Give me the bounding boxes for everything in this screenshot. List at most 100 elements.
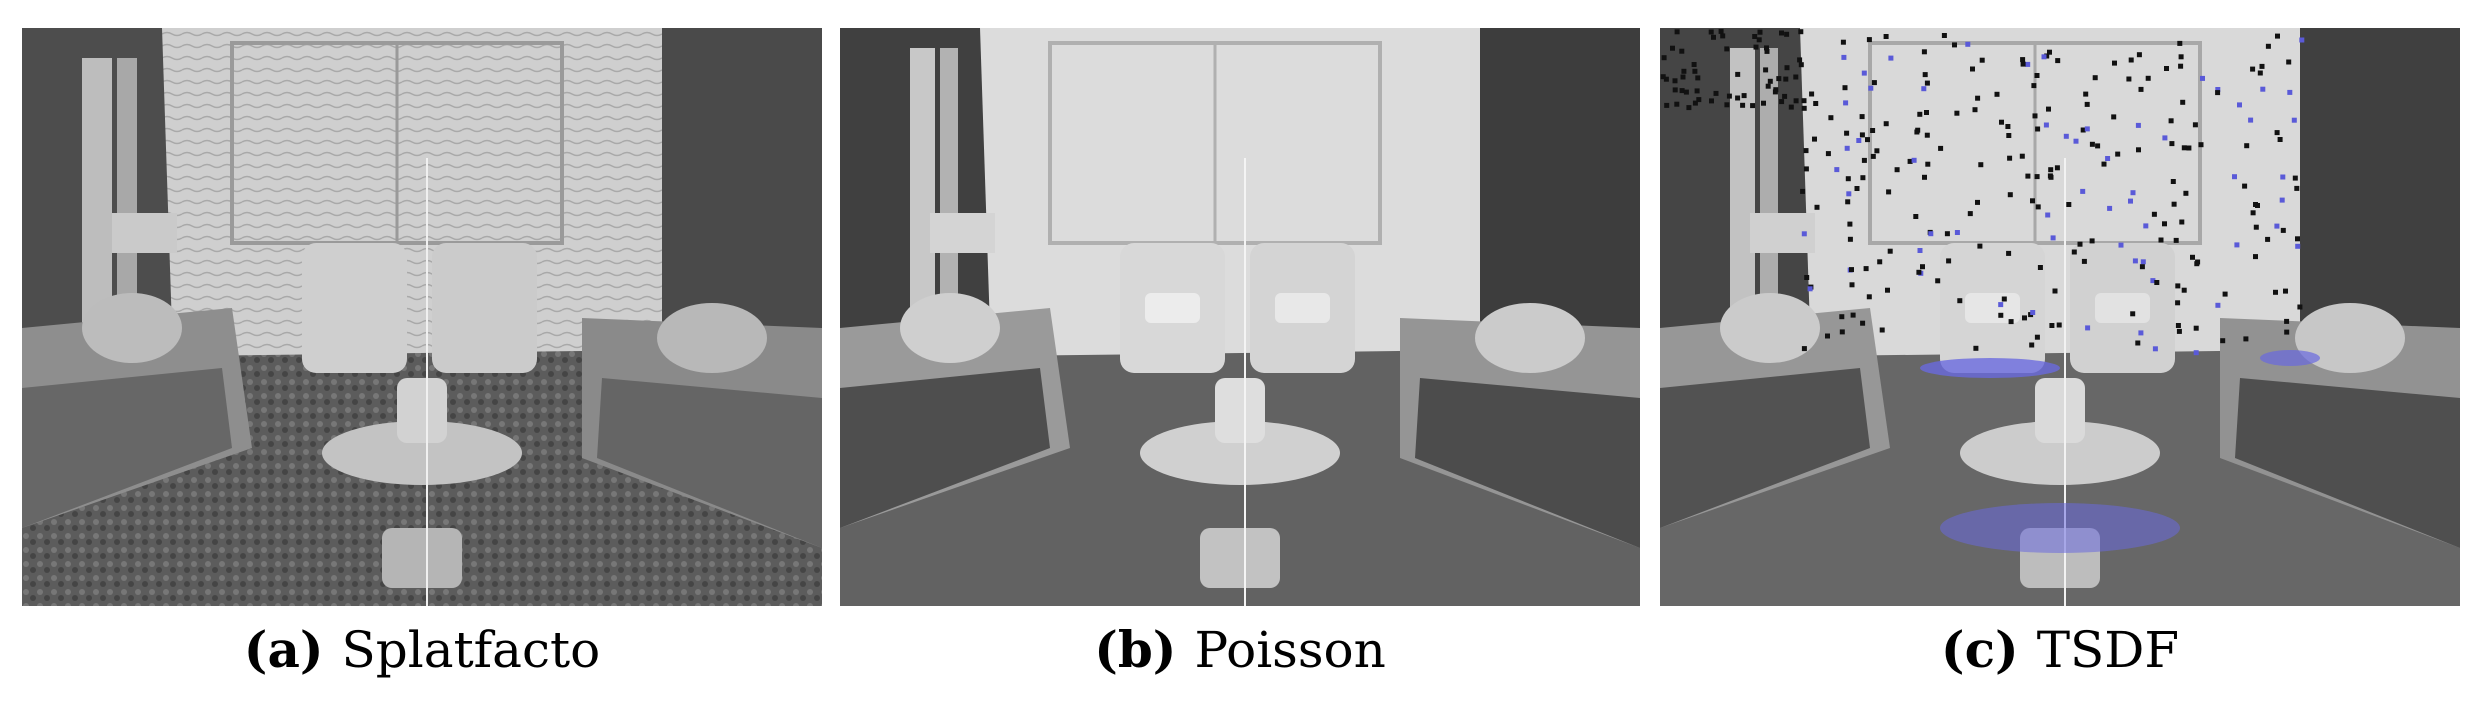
- noise-point: [1844, 145, 1850, 151]
- noise-point: [2081, 258, 2087, 264]
- noise-point: [1859, 132, 1865, 138]
- noise-point: [1709, 98, 1714, 104]
- noise-point: [1887, 248, 1893, 254]
- noise-point: [1720, 33, 1726, 39]
- noise-point: [1691, 62, 1697, 67]
- noise-point: [1809, 91, 1815, 97]
- noise-point: [1866, 294, 1872, 300]
- noise-point: [1870, 128, 1876, 133]
- noise-point: [2265, 236, 2271, 242]
- noise-point: [1847, 221, 1853, 227]
- noise-point: [1800, 188, 1806, 194]
- noise-point: [1767, 78, 1773, 84]
- noise-point: [2135, 340, 2141, 346]
- noise-point: [2198, 142, 2204, 148]
- noise-point: [2192, 122, 2198, 128]
- noise-point: [2019, 153, 2025, 159]
- noise-point: [1935, 278, 1941, 284]
- noise-point: [1764, 45, 1769, 51]
- noise-point: [1756, 37, 1762, 43]
- noise-point: [1998, 302, 2004, 308]
- noise-point: [2200, 75, 2205, 81]
- noise-point: [2274, 223, 2280, 229]
- noise-point: [2089, 141, 2095, 147]
- noise-point: [1917, 248, 1923, 253]
- noise-point: [1957, 298, 1963, 304]
- noise-point: [1973, 345, 1979, 351]
- noise-point: [1874, 148, 1880, 154]
- noise-point: [2180, 99, 2186, 105]
- noise-point: [1917, 111, 1923, 117]
- noise-point: [1886, 189, 1892, 195]
- noise-point: [2139, 264, 2145, 270]
- noise-point: [1911, 157, 1917, 163]
- noise-point: [2284, 329, 2290, 335]
- noise-point: [1859, 114, 1865, 120]
- noise-point: [1764, 48, 1770, 54]
- noise-point: [2283, 288, 2288, 294]
- noise-point: [1813, 101, 1819, 106]
- poisson-render: [840, 28, 1640, 606]
- noise-point: [2047, 49, 2052, 55]
- noise-point: [1856, 138, 1862, 143]
- noise-point: [1877, 259, 1883, 265]
- noise-point: [2250, 66, 2256, 72]
- noise-point: [2179, 219, 2185, 225]
- noise-point: [1839, 329, 1845, 335]
- noise-point: [1944, 231, 1950, 237]
- noise-point: [1839, 314, 1845, 320]
- tsdf-mesh-scene: [1660, 28, 2460, 606]
- noise-point: [2034, 174, 2040, 180]
- noise-point: [2220, 338, 2226, 344]
- noise-point: [1711, 34, 1716, 40]
- noise-point: [2041, 54, 2047, 60]
- noise-point: [1861, 70, 1867, 76]
- noise-point: [2132, 258, 2138, 264]
- noise-point: [1879, 327, 1885, 333]
- noise-point: [2234, 242, 2240, 248]
- noise-point: [2063, 133, 2069, 139]
- noise-point: [2115, 151, 2121, 157]
- noise-point: [1803, 166, 1809, 172]
- noise-point: [2085, 325, 2091, 331]
- noise-point: [2035, 204, 2041, 210]
- noise-point: [2034, 73, 2040, 78]
- noise-point: [1975, 199, 1980, 205]
- noise-point: [2255, 203, 2260, 208]
- noise-point: [1694, 88, 1700, 94]
- poisson-mesh-scene: [840, 28, 1640, 606]
- noise-point: [1713, 90, 1719, 96]
- noise-point: [2176, 328, 2182, 334]
- noise-point: [1924, 80, 1930, 86]
- noise-point: [2143, 223, 2149, 229]
- noise-point: [2164, 66, 2169, 71]
- splatfacto-render: [22, 28, 822, 606]
- noise-point: [1972, 107, 1978, 113]
- noise-point: [1946, 258, 1952, 264]
- noise-point: [2280, 227, 2286, 233]
- noise-point: [2215, 302, 2221, 308]
- caption-a-label: (a): [243, 620, 324, 679]
- noise-point: [1868, 85, 1874, 91]
- noise-point: [2222, 291, 2228, 297]
- noise-point: [1998, 312, 2004, 318]
- noise-point: [2030, 310, 2036, 315]
- caption-a-name: Splatfacto: [341, 621, 601, 679]
- noise-point: [1801, 105, 1807, 111]
- noise-point: [2022, 315, 2027, 321]
- noise-point: [2152, 346, 2158, 352]
- noise-point: [1741, 93, 1747, 99]
- noise-point: [1925, 161, 1931, 167]
- noise-point: [2291, 117, 2297, 123]
- noise-point: [1784, 31, 1790, 37]
- noise-point: [1834, 167, 1840, 173]
- noise-point: [2145, 75, 2151, 81]
- noise-point: [1849, 282, 1855, 288]
- noise-point: [1773, 87, 1779, 93]
- noise-point: [2025, 173, 2031, 179]
- noise-point: [1763, 67, 1769, 73]
- noise-point: [1952, 42, 1957, 48]
- caption-c: (c) TSDF: [1660, 620, 2460, 680]
- noise-point: [1924, 110, 1929, 115]
- noise-point: [2253, 224, 2259, 230]
